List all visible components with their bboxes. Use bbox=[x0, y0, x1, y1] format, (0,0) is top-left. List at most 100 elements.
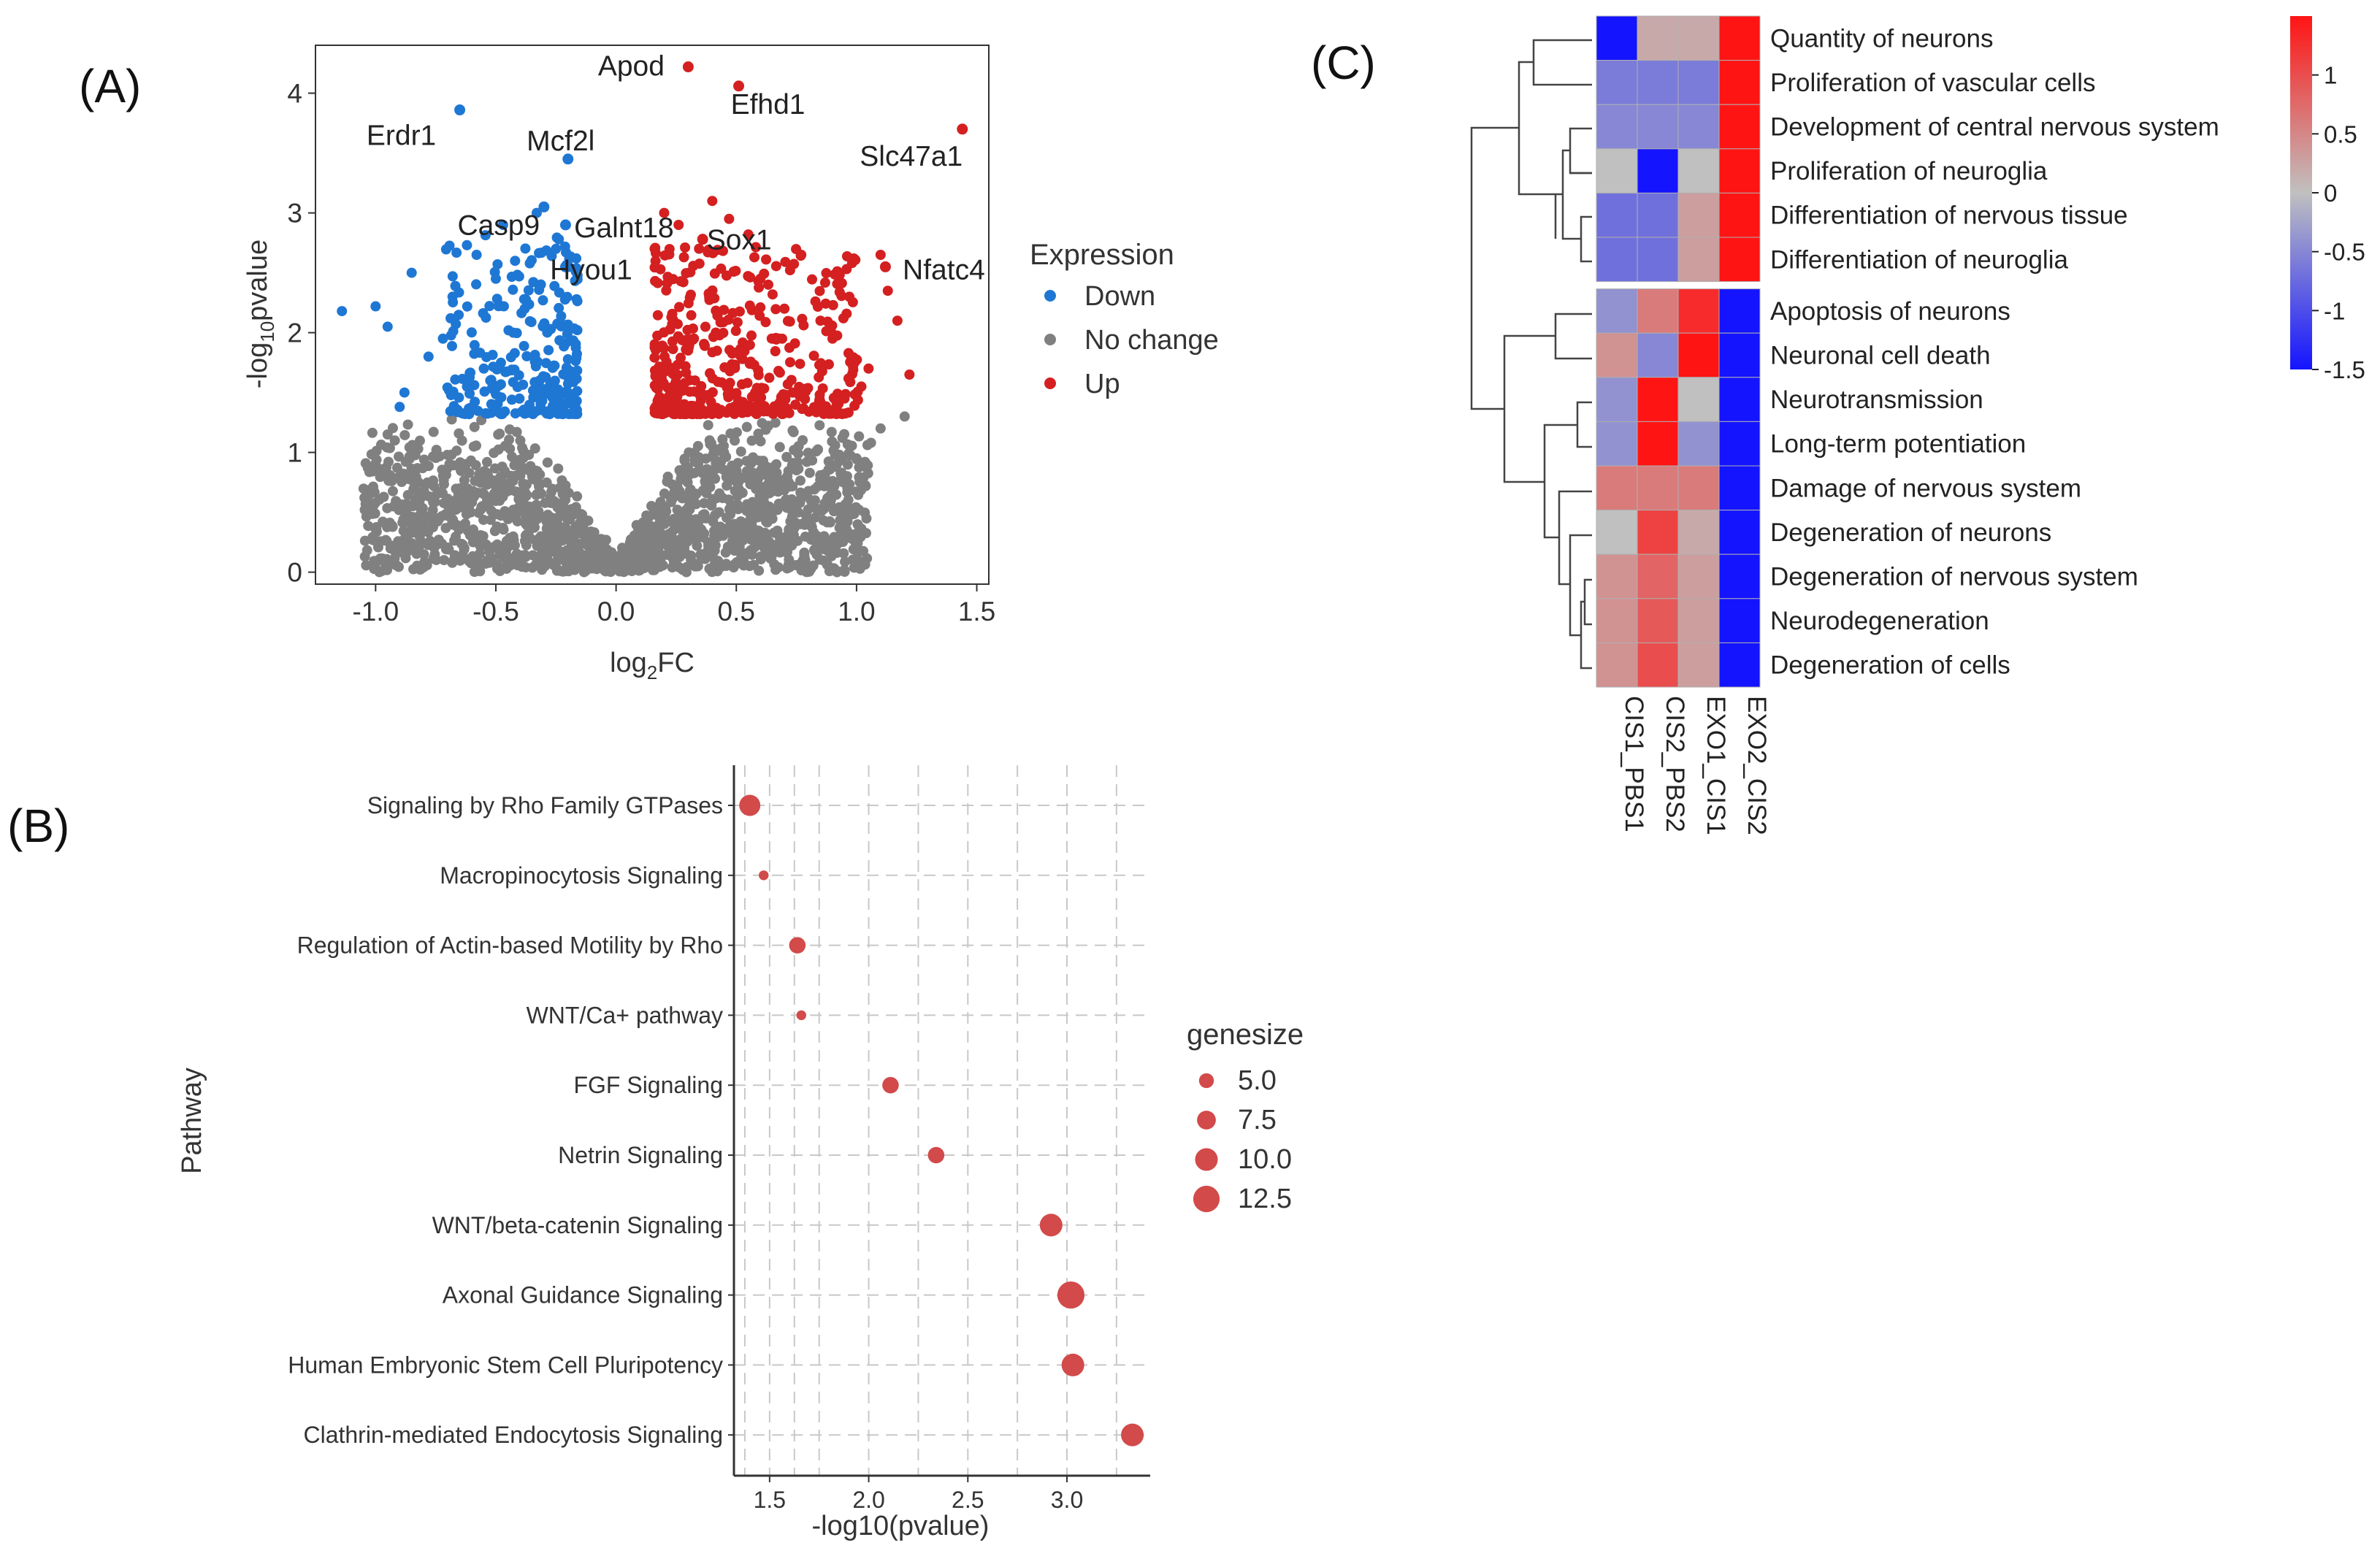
volcano-point-up bbox=[695, 395, 706, 406]
volcano-point-nochange bbox=[875, 423, 886, 434]
heatmap-cell bbox=[1596, 553, 1638, 599]
volcano-point-nochange bbox=[693, 459, 704, 470]
volcano-point-nochange bbox=[457, 550, 468, 561]
bubble-legend-label: 10.0 bbox=[1238, 1144, 1292, 1175]
volcano-point-down bbox=[513, 271, 524, 282]
volcano-point-nochange bbox=[414, 435, 425, 446]
volcano-point-nochange bbox=[381, 462, 392, 473]
bubble-pathway-label: Human Embryonic Stem Cell Pluripotency bbox=[288, 1352, 723, 1378]
volcano-point-up bbox=[749, 402, 759, 413]
volcano-point-down bbox=[382, 321, 393, 332]
volcano-legend: Expression Down No change Up bbox=[1030, 239, 1219, 399]
volcano-point-nochange bbox=[402, 419, 413, 430]
volcano-point-up bbox=[709, 268, 720, 279]
volcano-legend-label: No change bbox=[1084, 325, 1219, 356]
volcano-point-up bbox=[767, 289, 778, 300]
volcano-point-down bbox=[519, 303, 530, 314]
volcano-point-down bbox=[447, 271, 458, 282]
volcano-point-down bbox=[485, 375, 496, 386]
heatmap-row-label: Quantity of neurons bbox=[1770, 24, 1993, 53]
volcano-point-nochange bbox=[854, 431, 865, 442]
volcano-point-up bbox=[680, 361, 691, 372]
volcano-point-down bbox=[509, 348, 520, 359]
volcano-point-up bbox=[773, 333, 784, 344]
volcano-point-nochange bbox=[666, 516, 677, 527]
volcano-point-up bbox=[724, 213, 735, 224]
volcano-point-nochange bbox=[432, 488, 443, 499]
volcano-point-nochange bbox=[865, 437, 876, 448]
dendro-branch bbox=[1580, 215, 1592, 263]
volcano-point-up bbox=[823, 359, 834, 370]
volcano-point-nochange bbox=[500, 481, 511, 492]
heatmap-cell bbox=[1637, 104, 1679, 150]
volcano-point-nochange bbox=[429, 497, 440, 507]
volcano-point-nochange bbox=[583, 555, 594, 566]
volcano-point-nochange bbox=[534, 533, 545, 544]
volcano-point-nochange bbox=[755, 551, 766, 562]
heatmap-cell bbox=[1596, 598, 1638, 643]
volcano-point-up bbox=[808, 350, 819, 361]
volcano-point-nochange bbox=[806, 513, 817, 524]
volcano-point-nochange bbox=[744, 561, 755, 572]
volcano-point-nochange bbox=[387, 486, 398, 497]
volcano-point-nochange bbox=[428, 553, 439, 564]
volcano-point-up bbox=[821, 268, 832, 279]
heatmap-cell bbox=[1596, 237, 1638, 283]
heatmap-cell bbox=[1677, 465, 1720, 511]
volcano-legend-key bbox=[1044, 290, 1056, 302]
volcano-point-nochange bbox=[422, 477, 433, 488]
volcano-point-up bbox=[703, 389, 713, 400]
bubble-x-tick-label: 2.5 bbox=[952, 1487, 984, 1513]
volcano-point-nochange bbox=[359, 535, 370, 546]
volcano-point-up bbox=[786, 375, 797, 386]
volcano-labeled-point bbox=[538, 201, 550, 212]
volcano-x-tick-label: 0.0 bbox=[597, 597, 635, 626]
volcano-point-up bbox=[799, 383, 810, 394]
volcano-point-nochange bbox=[717, 493, 728, 504]
volcano-point-nochange bbox=[421, 511, 432, 522]
volcano-point-nochange bbox=[675, 534, 686, 545]
volcano-point-up bbox=[721, 270, 732, 281]
volcano-legend-title: Expression bbox=[1030, 239, 1174, 271]
dendro-branch bbox=[1543, 424, 1577, 539]
heatmap-cell bbox=[1677, 332, 1720, 378]
volcano-point-down bbox=[554, 302, 565, 313]
heatmap-row-label: Differentiation of nervous tissue bbox=[1770, 202, 2128, 230]
volcano-point-nochange bbox=[387, 521, 398, 532]
volcano-point-up bbox=[731, 388, 742, 399]
volcano-point-nochange bbox=[811, 540, 822, 551]
volcano-point-nochange bbox=[722, 480, 732, 491]
volcano-point-down bbox=[572, 325, 583, 336]
volcano-point-nochange bbox=[366, 449, 377, 460]
volcano-point-up bbox=[844, 291, 855, 302]
volcano-point-nochange bbox=[746, 435, 757, 446]
dendro-branch bbox=[1580, 600, 1592, 670]
volcano-point-down bbox=[534, 248, 545, 258]
volcano-point-nochange bbox=[830, 545, 841, 556]
bubble-legend-label: 7.5 bbox=[1238, 1105, 1277, 1135]
volcano-labeled-point bbox=[454, 104, 466, 116]
volcano-point-nochange bbox=[795, 487, 806, 498]
volcano-labeled-point bbox=[562, 153, 574, 165]
volcano-point-down bbox=[510, 256, 521, 267]
bubble-pathway-label: WNT/beta-catenin Signaling bbox=[432, 1212, 723, 1238]
dendro-branch bbox=[1503, 334, 1556, 483]
volcano-point-nochange bbox=[740, 526, 751, 537]
volcano-point-nochange bbox=[407, 499, 418, 510]
volcano-point-down bbox=[536, 395, 547, 406]
volcano-point-nochange bbox=[402, 531, 413, 542]
volcano-point-nochange bbox=[781, 563, 792, 574]
volcano-point-down bbox=[491, 294, 502, 304]
bubble-legend-key bbox=[1198, 1073, 1214, 1089]
volcano-point-nochange bbox=[819, 540, 830, 551]
volcano-point-nochange bbox=[746, 534, 757, 545]
volcano-point-nochange bbox=[836, 510, 847, 521]
pathway-bubble-plot: (B) Signaling by Rho Family GTPases Macro… bbox=[7, 765, 1304, 1541]
volcano-point-nochange bbox=[751, 501, 762, 512]
volcano-y-tick-label: 0 bbox=[287, 558, 302, 588]
volcano-point-nochange bbox=[700, 478, 711, 488]
heatmap-cell bbox=[1596, 148, 1638, 193]
volcano-point-nochange bbox=[491, 521, 502, 532]
volcano-point-up bbox=[849, 356, 860, 367]
volcano-x-tick-label: 1.0 bbox=[838, 597, 875, 626]
